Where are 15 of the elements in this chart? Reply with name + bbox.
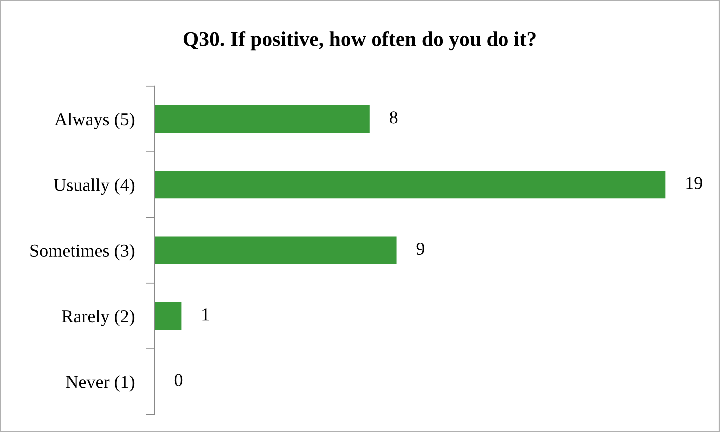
y-tick-label: Always (5): [54, 112, 135, 130]
bar: [154, 302, 182, 330]
chart-title: Q30. If positive, how often do you do it?: [184, 31, 536, 51]
bar: [154, 105, 370, 134]
data-label: 8: [390, 112, 398, 124]
y-tick-label: Sometimes (3): [30, 244, 135, 261]
bar: [154, 236, 397, 264]
bar: [154, 171, 666, 199]
y-tick-label: Never (1): [66, 376, 135, 392]
data-label: 19: [686, 177, 702, 190]
data-label: 9: [416, 242, 425, 256]
y-tick-label: Usually (4): [54, 178, 135, 196]
y-tick-label: Rarely (2): [62, 310, 135, 326]
data-label: 1: [202, 308, 210, 321]
data-label: 0: [174, 374, 183, 386]
